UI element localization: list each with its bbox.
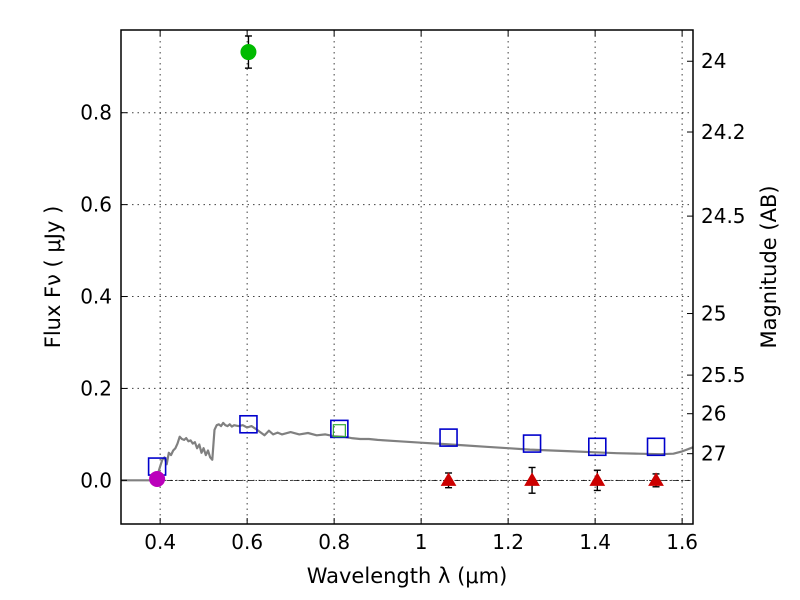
model-spectrum-line [121,421,694,482]
model-band-square [646,437,666,457]
plot-layer [121,35,694,494]
y-axis-label: Flux Fν ( μJy ) [41,206,65,349]
x-tick-label: 0.4 [144,530,176,554]
y-tick-label: 0.6 [80,193,112,217]
upper-limit-triangle [648,472,664,486]
x-tick-label: 1.6 [666,530,698,554]
model-band-square [522,434,542,453]
y-tick-label: 0.0 [80,468,112,492]
x-tick-label: 0.8 [318,530,350,554]
detection-square [332,424,346,438]
y2-tick-label: 26 [701,402,726,426]
y2-tick-label: 27 [701,442,726,466]
x-tick-label: 0.6 [231,530,263,554]
plot-frame [120,29,694,525]
y2-tick-label: 24.5 [701,204,746,228]
grid-layer [121,30,693,524]
y-tick-label: 0.2 [80,376,112,400]
upper-limit-triangle [524,472,540,486]
model-band-square [330,419,349,439]
detection-point [149,470,166,487]
model-band-square [439,428,458,447]
detection-point [240,44,257,61]
x-axis-label: Wavelength λ (μm) [307,564,508,588]
x-tick-label: 1.4 [579,530,611,554]
x-tick-label: 1 [415,530,428,554]
y2-tick-label: 25 [701,302,726,326]
model-band-square [588,437,607,457]
y2-tick-label: 24 [701,49,726,73]
x-tick-label: 1.2 [492,530,524,554]
upper-limit-triangle [589,472,606,486]
tick-layer: 0.4 0.6 0.8 1 1.2 1.4 1.6 0.0 0.2 0.4 0.6 0.8 24 24.2… [80,30,746,554]
y2-tick-label: 24.2 [701,120,746,144]
y-tick-label: 0.4 [80,285,112,309]
y2-tick-label: 25.5 [701,363,746,387]
model-band-square [239,414,258,434]
y-tick-label: 0.8 [80,101,112,125]
upper-limit-triangle [440,472,457,486]
y2-axis-label: Magnitude (AB) [757,185,781,348]
